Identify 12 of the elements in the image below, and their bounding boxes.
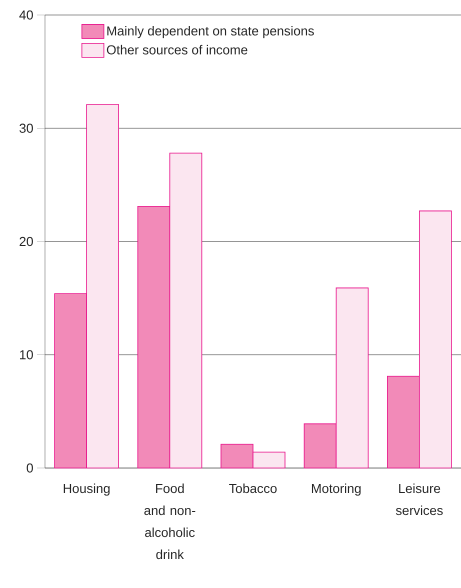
y-tick-label: 0 xyxy=(26,463,33,473)
y-tick-label: 30 xyxy=(20,124,33,133)
y-tick-label: 10 xyxy=(20,350,33,360)
x-tick-label: Housing xyxy=(64,484,110,496)
x-tick-label: Food and non-alcoholic drink xyxy=(144,484,196,560)
legend-label: Mainly dependent on state pensions xyxy=(107,26,314,38)
y-tick-label: 20 xyxy=(20,236,33,246)
x-tick-label: Leisure services xyxy=(396,484,443,516)
x-tick-label: Tobacco xyxy=(229,484,277,494)
x-tick-label: Motoring xyxy=(312,484,361,496)
y-tick-label: 40 xyxy=(19,10,33,20)
legend-label: Other sources of income xyxy=(106,44,248,54)
